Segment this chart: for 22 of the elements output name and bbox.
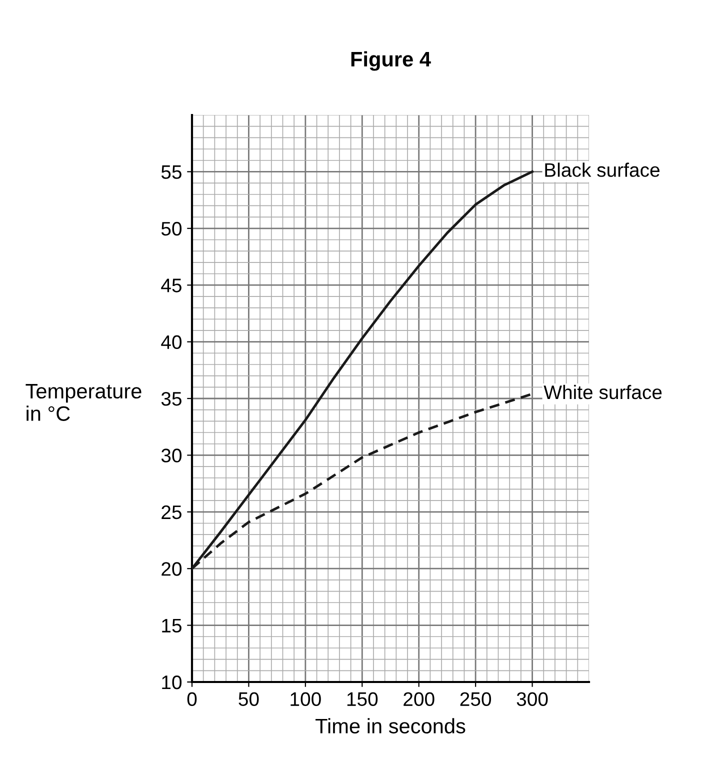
y-tick-label: 40 <box>161 335 182 350</box>
y-tick-label: 50 <box>161 222 182 236</box>
y-tick-label: 25 <box>162 505 182 520</box>
x-tick-label: 200 <box>404 692 434 706</box>
x-axis-title: Time in seconds <box>316 718 466 734</box>
y-tick-label: 55 <box>161 165 182 179</box>
series-label: Black surface <box>545 162 660 177</box>
series-label: White surface <box>544 384 662 400</box>
y-axis-title: Temperature in °C <box>26 384 142 421</box>
y-tick-label: 20 <box>162 562 182 576</box>
x-tick-label: 100 <box>290 692 321 706</box>
y-tick-label: 30 <box>161 448 182 462</box>
x-tick-label: 300 <box>516 692 548 706</box>
x-tick-label: 150 <box>347 692 378 706</box>
y-tick-label: 10 <box>162 675 182 690</box>
y-tick-label: 45 <box>161 278 182 292</box>
x-tick-label: 0 <box>187 692 197 706</box>
x-tick-label: 50 <box>238 692 259 706</box>
y-tick-label: 15 <box>162 618 182 633</box>
x-tick-label: 250 <box>460 692 492 706</box>
chart-title: Figure 4 <box>351 51 431 71</box>
y-tick-label: 35 <box>161 392 182 406</box>
